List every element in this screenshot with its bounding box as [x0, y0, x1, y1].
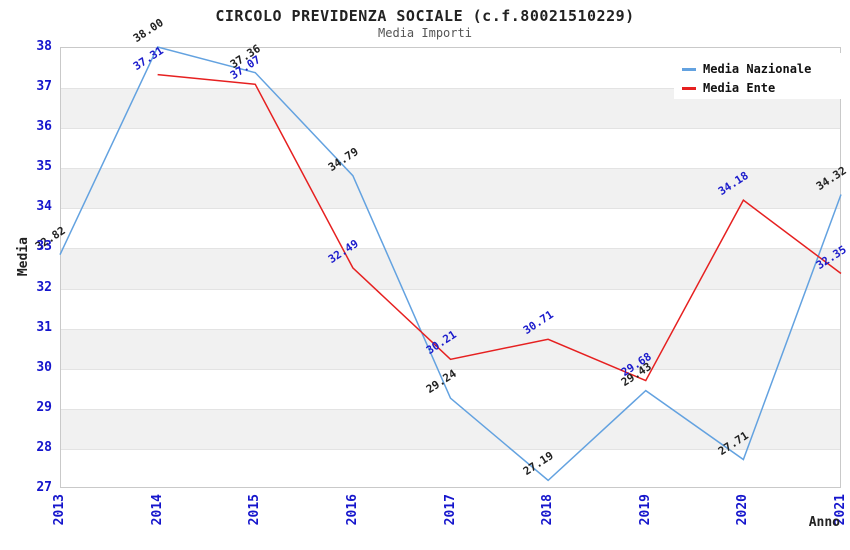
chart-title: CIRCOLO PREVIDENZA SOCIALE (c.f.80021510…	[215, 7, 635, 25]
legend-item-media-ente: Media Ente	[674, 80, 775, 96]
legend-item-media-nazionale: Media Nazionale	[674, 61, 811, 77]
y-tick-label: 35	[36, 159, 52, 175]
chart-subtitle: Media Importi	[378, 26, 472, 40]
y-tick-label: 31	[36, 319, 52, 335]
gridline	[61, 168, 840, 170]
line-media-nazionale	[59, 46, 842, 482]
y-tick-label: 30	[36, 359, 52, 375]
gridline	[61, 448, 840, 450]
gridline	[61, 368, 840, 370]
gridline	[61, 208, 840, 210]
line-media-ente	[157, 73, 842, 382]
gridline	[61, 408, 840, 410]
x-axis-title: Anno	[808, 515, 840, 530]
y-tick-label: 34	[36, 199, 52, 215]
legend-label-media-ente: Media Ente	[703, 81, 776, 95]
legend-swatch-media-nazionale-icon	[682, 67, 696, 71]
y-tick-label: 37	[36, 79, 52, 95]
legend: Media Nazionale Media Ente	[674, 53, 841, 99]
x-tick-label: 2015	[247, 494, 263, 526]
x-tick-label: 2020	[735, 494, 751, 526]
y-tick-label: 27	[36, 480, 52, 495]
gridline	[61, 88, 840, 90]
y-tick-label: 38	[36, 39, 52, 54]
x-tick-label: 2019	[637, 494, 653, 526]
legend-swatch-media-ente-icon	[682, 86, 696, 90]
y-tick-label: 32	[36, 279, 52, 295]
plot-area	[60, 47, 841, 488]
y-tick-label: 33	[36, 239, 52, 255]
gridline	[61, 328, 840, 330]
band	[61, 328, 840, 369]
gridline	[61, 248, 840, 250]
y-axis-title: Media	[16, 237, 31, 277]
band	[61, 168, 840, 209]
x-tick-label: 2014	[149, 494, 165, 526]
gridline	[61, 128, 840, 130]
band	[61, 248, 840, 289]
band	[61, 408, 840, 449]
y-tick-label: 29	[36, 399, 52, 415]
y-tick-label: 36	[36, 119, 52, 135]
gridline	[61, 288, 840, 290]
x-tick-label: 2016	[344, 494, 360, 526]
y-tick-label: 28	[36, 439, 52, 455]
x-tick-label: 2017	[442, 494, 458, 526]
x-tick-label: 2013	[52, 494, 67, 526]
legend-label-media-nazionale: Media Nazionale	[703, 62, 812, 76]
x-tick-label: 2018	[540, 494, 556, 526]
